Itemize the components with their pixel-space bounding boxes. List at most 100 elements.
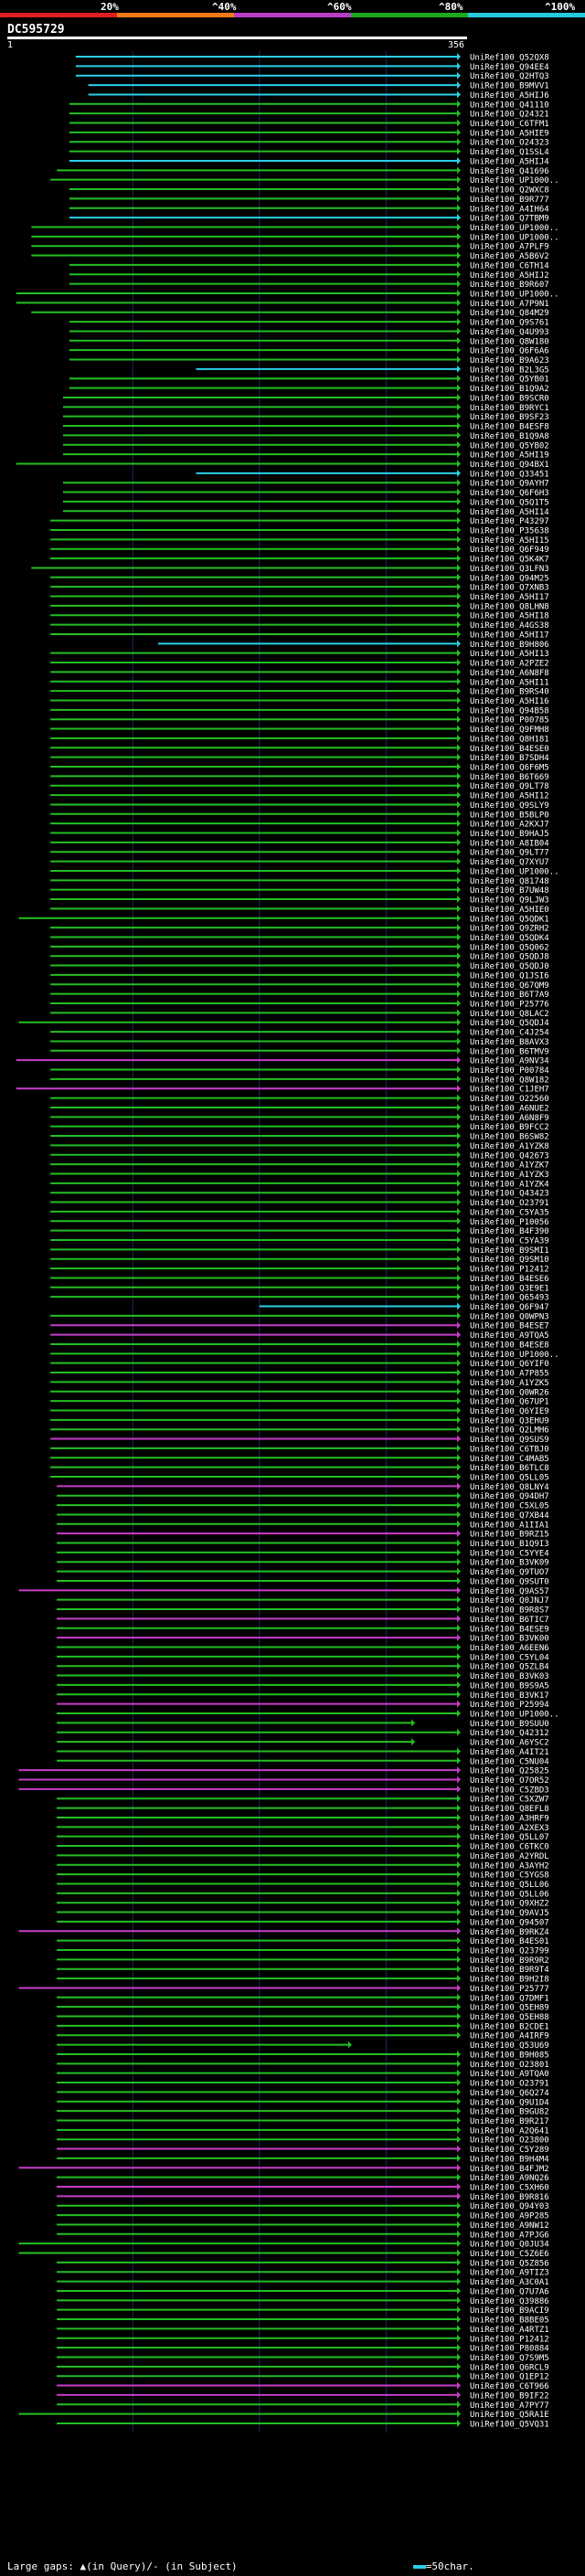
hit-label[interactable]: UniRef100_A6EEN6 — [470, 1644, 549, 1653]
hit-label[interactable]: UniRef100_B1Q9I3 — [470, 1540, 549, 1549]
hit-label[interactable]: UniRef100_A2Q641 — [470, 2126, 549, 2136]
hit-label[interactable]: UniRef100_C1JEH7 — [470, 1086, 549, 1095]
hit-label[interactable]: UniRef100_B9S9A5 — [470, 1681, 549, 1691]
hit-label[interactable]: UniRef100_B9ACI9 — [470, 2306, 549, 2316]
hit-label[interactable]: UniRef100_A2XEX3 — [470, 1824, 549, 1833]
hit-label[interactable]: UniRef100_A5HI19 — [470, 451, 549, 461]
hit-label[interactable]: UniRef100_Q9AS57 — [470, 1587, 549, 1596]
hit-label[interactable]: UniRef100_C6TBJ0 — [470, 1445, 549, 1454]
hit-label[interactable]: UniRef100_B9H4M4 — [470, 2155, 549, 2164]
hit-label[interactable]: UniRef100_Q8LHN8 — [470, 602, 549, 611]
hit-label[interactable]: UniRef100_Q5EH89 — [470, 2004, 549, 2013]
hit-label[interactable]: UniRef100_C5YA35 — [470, 1208, 549, 1217]
hit-label[interactable]: UniRef100_Q5YB01 — [470, 376, 549, 385]
hit-label[interactable]: UniRef100_UP1000.. — [470, 233, 559, 242]
hit-label[interactable]: UniRef100_A5HIJ4 — [470, 157, 549, 166]
hit-label[interactable]: UniRef100_UP1000.. — [470, 291, 559, 300]
hit-label[interactable]: UniRef100_Q5LL05 — [470, 1474, 549, 1483]
hit-label[interactable]: UniRef100_B9R816 — [470, 2193, 549, 2202]
hit-label[interactable]: UniRef100_C5Y289 — [470, 2146, 549, 2155]
hit-label[interactable]: UniRef100_Q41696 — [470, 167, 549, 176]
hit-label[interactable]: UniRef100_B9GU82 — [470, 2108, 549, 2117]
hit-label[interactable]: UniRef100_Q67QM9 — [470, 981, 549, 991]
hit-label[interactable]: UniRef100_A4RTZ1 — [470, 2326, 549, 2335]
hit-label[interactable]: UniRef100_Q8EFL8 — [470, 1805, 549, 1814]
hit-label[interactable]: UniRef100_A6YSC2 — [470, 1739, 549, 1748]
hit-label[interactable]: UniRef100_B3VK17 — [470, 1691, 549, 1701]
hit-label[interactable]: UniRef100_P00784 — [470, 1066, 549, 1076]
hit-label[interactable]: UniRef100_A4GS38 — [470, 621, 549, 631]
hit-label[interactable]: UniRef100_A7PY77 — [470, 2401, 549, 2411]
hit-label[interactable]: UniRef100_B4FJM2 — [470, 2165, 549, 2174]
hit-label[interactable]: UniRef100_C6T966 — [470, 2382, 549, 2391]
hit-label[interactable]: UniRef100_A2KXJ7 — [470, 821, 549, 830]
hit-label[interactable]: UniRef100_A5HIE0 — [470, 906, 549, 915]
hit-label[interactable]: UniRef100_B9RKZ4 — [470, 1928, 549, 1937]
hit-label[interactable]: UniRef100_C5YL04 — [470, 1653, 549, 1662]
hit-label[interactable]: UniRef100_Q5QDJ0 — [470, 962, 549, 971]
hit-label[interactable]: UniRef100_P12412 — [470, 2335, 549, 2344]
hit-label[interactable]: UniRef100_A4IT21 — [470, 1748, 549, 1757]
hit-label[interactable]: UniRef100_Q9XHZ2 — [470, 1900, 549, 1909]
hit-label[interactable]: UniRef100_B9SUU0 — [470, 1720, 549, 1729]
hit-label[interactable]: UniRef100_C5YGS8 — [470, 1871, 549, 1881]
hit-label[interactable]: UniRef100_Q7XNB3 — [470, 584, 549, 593]
hit-label[interactable]: UniRef100_Q94Y03 — [470, 2202, 549, 2211]
hit-label[interactable]: UniRef100_Q9FMH8 — [470, 726, 549, 735]
hit-label[interactable]: UniRef100_Q6F6H3 — [470, 489, 549, 498]
hit-label[interactable]: UniRef100_B9SMI1 — [470, 1246, 549, 1256]
hit-label[interactable]: UniRef100_A2PZE2 — [470, 660, 549, 669]
hit-label[interactable]: UniRef100_Q2WXC8 — [470, 186, 549, 196]
hit-label[interactable]: UniRef100_Q94B58 — [470, 706, 549, 716]
hit-label[interactable]: UniRef100_C5YYE4 — [470, 1549, 549, 1558]
hit-label[interactable]: UniRef100_Q8LAC2 — [470, 1010, 549, 1019]
hit-label[interactable]: UniRef100_A5HI17 — [470, 593, 549, 602]
hit-label[interactable]: UniRef100_B3VK03 — [470, 1672, 549, 1681]
hit-label[interactable]: UniRef100_Q8W180 — [470, 337, 549, 346]
hit-label[interactable]: UniRef100_Q23799 — [470, 1947, 549, 1956]
hit-label[interactable]: UniRef100_P25994 — [470, 1701, 549, 1710]
hit-label[interactable]: UniRef100_UP1000.. — [470, 1351, 559, 1360]
hit-label[interactable]: UniRef100_B2L3G5 — [470, 366, 549, 375]
hit-label[interactable]: UniRef100_Q5LL07 — [470, 1833, 549, 1842]
hit-label[interactable]: UniRef100_Q94EE4 — [470, 63, 549, 72]
hit-label[interactable]: UniRef100_B5BLP0 — [470, 811, 549, 820]
hit-label[interactable]: UniRef100_A5HIJ6 — [470, 91, 549, 101]
hit-label[interactable]: UniRef100_A6NUE2 — [470, 1104, 549, 1113]
hit-label[interactable]: UniRef100_Q9U1D4 — [470, 2098, 549, 2107]
hit-label[interactable]: UniRef100_B9H806 — [470, 641, 549, 650]
hit-label[interactable]: UniRef100_A6N8F8 — [470, 669, 549, 678]
hit-label[interactable]: UniRef100_A5HI15 — [470, 536, 549, 546]
hit-label[interactable]: UniRef100_A5B6V2 — [470, 252, 549, 261]
hit-label[interactable]: UniRef100_B9HAJ5 — [470, 830, 549, 839]
hit-label[interactable]: UniRef100_C5NU04 — [470, 1757, 549, 1766]
hit-label[interactable]: UniRef100_Q4U993 — [470, 328, 549, 337]
hit-label[interactable]: UniRef100_Q6YIE9 — [470, 1407, 549, 1416]
hit-label[interactable]: UniRef100_Q6F947 — [470, 1303, 549, 1312]
hit-label[interactable]: UniRef100_A9P285 — [470, 2212, 549, 2221]
hit-label[interactable]: UniRef100_Q42312 — [470, 1729, 549, 1738]
hit-label[interactable]: UniRef100_Q5K4K7 — [470, 556, 549, 565]
hit-label[interactable]: UniRef100_B9A623 — [470, 356, 549, 366]
hit-label[interactable]: UniRef100_B3VK00 — [470, 1635, 549, 1644]
hit-label[interactable]: UniRef100_Q5Z856 — [470, 2259, 549, 2268]
hit-label[interactable]: UniRef100_A5HI13 — [470, 650, 549, 659]
hit-label[interactable]: UniRef100_Q5QDJ4 — [470, 1019, 549, 1028]
hit-label[interactable]: UniRef100_A5HIJ2 — [470, 271, 549, 281]
hit-label[interactable]: UniRef100_Q9LT78 — [470, 782, 549, 791]
hit-label[interactable]: UniRef100_Q7U7A6 — [470, 2287, 549, 2296]
hit-label[interactable]: UniRef100_A9NV34 — [470, 1057, 549, 1066]
hit-label[interactable]: UniRef100_Q7S9M5 — [470, 2354, 549, 2363]
hit-label[interactable]: UniRef100_B8AVX3 — [470, 1038, 549, 1047]
hit-label[interactable]: UniRef100_Q7XYU7 — [470, 858, 549, 867]
hit-label[interactable]: UniRef100_Q1EP12 — [470, 2373, 549, 2382]
hit-label[interactable]: UniRef100_Q7TBM9 — [470, 215, 549, 224]
hit-label[interactable]: UniRef100_Q3EHU9 — [470, 1416, 549, 1426]
hit-label[interactable]: UniRef100_B4ESF8 — [470, 423, 549, 432]
hit-label[interactable]: UniRef100_Q65493 — [470, 1294, 549, 1303]
hit-label[interactable]: UniRef100_Q5ZLB4 — [470, 1663, 549, 1672]
hit-label[interactable]: UniRef100_Q5YB02 — [470, 441, 549, 451]
hit-label[interactable]: UniRef100_B9R8S7 — [470, 1606, 549, 1616]
hit-label[interactable]: UniRef100_B2CDE1 — [470, 2022, 549, 2031]
hit-label[interactable]: UniRef100_B9R777 — [470, 196, 549, 205]
